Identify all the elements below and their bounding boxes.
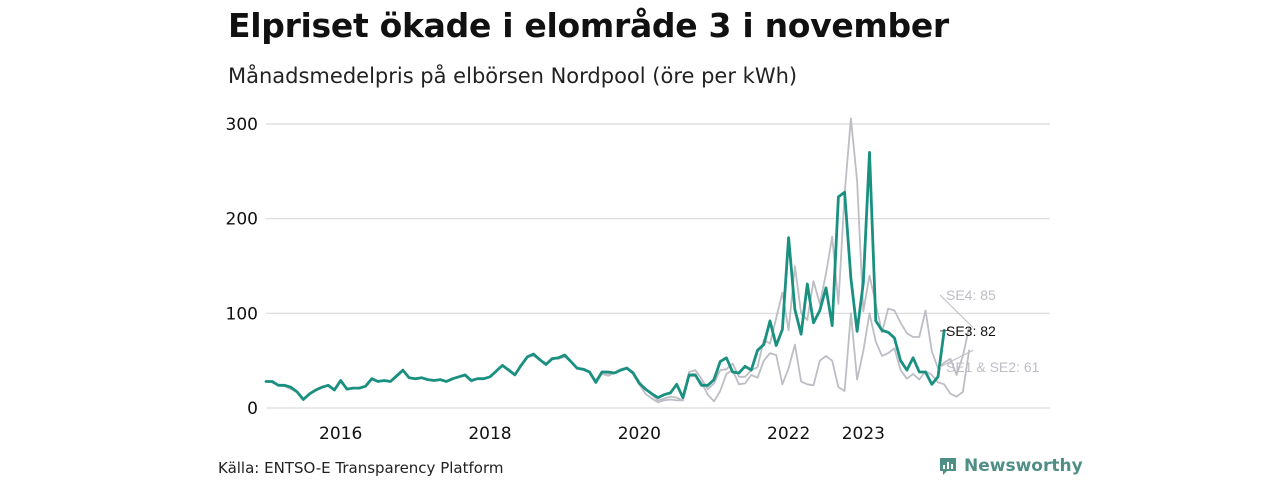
series-line-se3	[264, 150, 946, 401]
brand-name: Newsworthy	[964, 456, 1083, 476]
grid-lines	[266, 123, 1050, 409]
x-axis-ticks: 2016 2018 2020 2022 2023	[319, 424, 885, 444]
y-tick-label: 0	[247, 399, 258, 419]
x-tick-label: 2023	[842, 424, 885, 444]
source-note: Källa: ENTSO-E Transparency Platform	[218, 459, 504, 477]
series-end-label: SE1 & SE2: 61	[946, 359, 1040, 375]
label-leader-line	[939, 329, 949, 332]
label-leader-line	[939, 349, 974, 368]
x-tick-label: 2022	[767, 424, 810, 444]
series-lines	[264, 117, 970, 404]
x-tick-label: 2018	[468, 424, 511, 444]
x-tick-label: 2016	[319, 424, 362, 444]
y-tick-label: 200	[226, 210, 258, 230]
brand-logo[interactable]: Newsworthy	[938, 456, 1083, 476]
series-labels: SE4: 85 SE3: 82 SE1 & SE2: 61	[939, 287, 1040, 375]
x-tick-label: 2020	[618, 424, 661, 444]
y-tick-label: 300	[226, 115, 258, 135]
series-end-label: SE3: 82	[946, 323, 996, 339]
label-leader-line	[939, 294, 974, 328]
chart-title: Elpriset ökade i elområde 3 i november	[228, 6, 949, 45]
series-end-label: SE4: 85	[946, 287, 996, 303]
y-tick-label: 100	[226, 304, 258, 324]
y-axis-ticks: 0 100 200 300	[226, 115, 258, 419]
chart-subtitle: Månadsmedelpris på elbörsen Nordpool (ör…	[228, 64, 798, 88]
series-line-se1-se2	[265, 312, 970, 404]
bar-chart-icon	[940, 458, 956, 475]
